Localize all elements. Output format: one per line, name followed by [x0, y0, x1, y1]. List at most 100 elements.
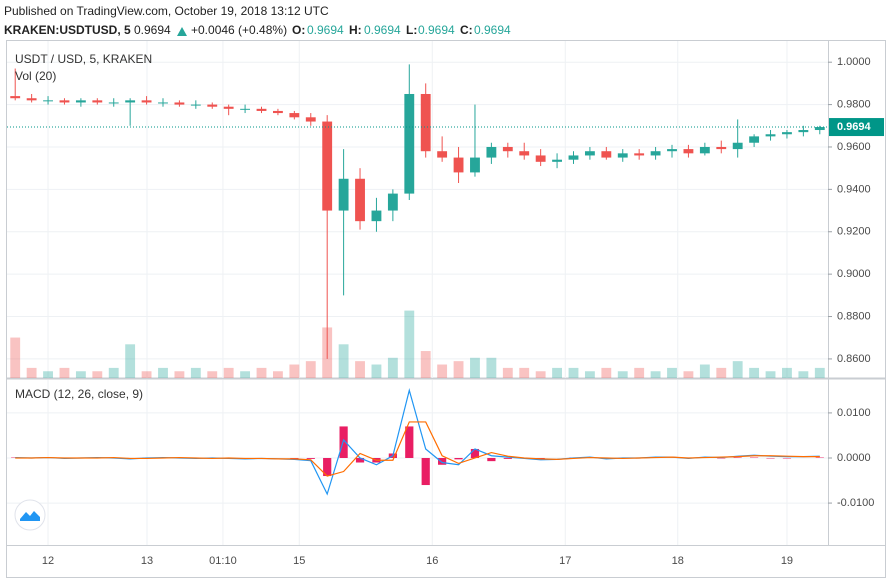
candle-body — [519, 151, 529, 155]
volume-bar — [536, 371, 546, 378]
volume-bar — [76, 371, 86, 378]
macd-line — [15, 390, 820, 494]
volume-bar — [421, 351, 431, 378]
histogram-bar — [454, 458, 462, 459]
x-tick-label: 18 — [672, 555, 684, 567]
candle-body — [684, 149, 694, 153]
low-value: 0.9694 — [418, 23, 455, 37]
candle-body — [536, 155, 546, 161]
candle-body — [601, 151, 611, 157]
candle-body — [43, 100, 53, 101]
candle-body — [109, 102, 119, 103]
volume-bar — [716, 368, 726, 378]
high-value: 0.9694 — [364, 23, 401, 37]
y-tick-label: 0.9800 — [837, 98, 871, 110]
candle-body — [191, 105, 201, 106]
volume-bar — [766, 371, 776, 378]
candle-body — [322, 122, 332, 211]
y-tick-label: 0.8800 — [837, 310, 871, 322]
header: Published on TradingView.com, October 19… — [4, 4, 511, 37]
candle-body — [733, 143, 743, 149]
volume-bar — [667, 368, 677, 378]
high-label: H: — [349, 23, 362, 37]
volume-bar — [257, 368, 267, 378]
candle-body — [437, 151, 447, 157]
candle-body — [27, 98, 37, 100]
volume-bar — [372, 365, 382, 378]
volume-bar — [684, 371, 694, 378]
x-tick-label: 13 — [141, 555, 153, 567]
candle-body — [798, 130, 808, 132]
logo — [15, 500, 45, 530]
candle-body — [503, 147, 513, 151]
candle-body — [404, 94, 414, 194]
y-tick-label: 0.9600 — [837, 141, 871, 153]
y-tick-label: 0.0100 — [837, 407, 871, 419]
published: Published on TradingView.com, October 19… — [4, 4, 329, 18]
candle-body — [749, 136, 759, 142]
histogram-bar — [340, 426, 348, 458]
y-tick-label: -0.0100 — [837, 497, 874, 509]
y-tick-label: 1.0000 — [837, 56, 871, 68]
candle-body — [421, 94, 431, 151]
candle-body — [92, 100, 102, 102]
volume-bar — [601, 368, 611, 378]
close-value: 0.9694 — [474, 23, 511, 37]
histogram-bar — [487, 458, 495, 461]
volume-bar — [109, 368, 119, 378]
x-tick-label: 17 — [559, 555, 571, 567]
volume-bar — [273, 371, 283, 378]
volume-bar — [733, 361, 743, 378]
candle-body — [158, 102, 168, 103]
logo-circle — [15, 500, 45, 530]
volume-bar — [749, 368, 759, 378]
candle-body — [257, 109, 267, 111]
volume-bar — [207, 371, 217, 378]
volume-bar — [388, 358, 398, 378]
volume-bar — [470, 358, 480, 378]
close-label: C: — [460, 23, 473, 37]
candle-body — [372, 211, 382, 222]
volume-bar — [240, 371, 250, 378]
y-tick-label: 0.9400 — [837, 183, 871, 195]
volume-bar — [454, 361, 464, 378]
volume-bar — [815, 368, 825, 378]
candle-body — [716, 147, 726, 149]
candle-body — [207, 105, 217, 107]
volume-bar — [782, 368, 792, 378]
candle-body — [486, 147, 496, 158]
candle-body — [618, 153, 628, 157]
macd-line — [15, 422, 820, 476]
volume-bar — [404, 311, 414, 378]
volume-bar — [798, 371, 808, 378]
histogram-bar — [307, 458, 315, 459]
open-label: O: — [292, 23, 305, 37]
y-tick-label: 0.9000 — [837, 268, 871, 280]
volume-bar — [651, 371, 661, 378]
x-tick-label: 12 — [42, 555, 54, 567]
candle-body — [339, 179, 349, 211]
candle-body — [142, 100, 152, 102]
candle-body — [289, 113, 299, 117]
low-label: L: — [406, 23, 417, 37]
volume-title: Vol (20) — [15, 69, 56, 83]
last-price: 0.9694 — [134, 23, 171, 37]
volume-bar — [191, 368, 201, 378]
histogram-bar — [438, 458, 446, 465]
candle-body — [224, 107, 234, 109]
volume-bar — [339, 344, 349, 378]
candle-body — [651, 151, 661, 155]
y-tick-label: 0.9200 — [837, 226, 871, 238]
open-value: 0.9694 — [307, 23, 344, 37]
volume-bar — [224, 368, 234, 378]
candle-body — [125, 100, 135, 102]
candle-body — [552, 160, 562, 162]
frame — [7, 41, 886, 578]
candle-body — [782, 132, 792, 134]
candle-body — [240, 109, 250, 110]
histogram-bar — [405, 426, 413, 458]
volume-bar — [503, 368, 513, 378]
candle-body — [10, 96, 20, 98]
plot-layer: 0.86000.88000.90000.92000.94000.96000.98… — [7, 41, 884, 567]
